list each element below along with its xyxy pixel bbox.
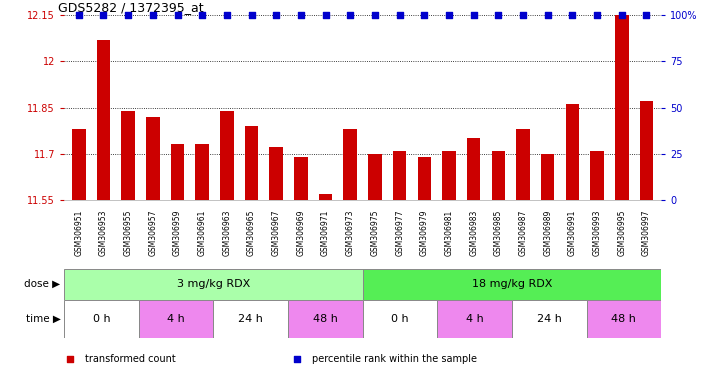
Bar: [319, 194, 332, 200]
Bar: [64, 300, 139, 338]
Bar: [640, 101, 653, 200]
Point: [567, 12, 578, 18]
Bar: [590, 151, 604, 200]
Point: [98, 12, 109, 18]
Point: [345, 12, 356, 18]
Bar: [363, 269, 661, 300]
Bar: [72, 129, 85, 200]
Point: [411, 166, 422, 172]
Point: [542, 12, 553, 18]
Point: [122, 12, 134, 18]
Text: 48 h: 48 h: [611, 314, 636, 324]
Point: [641, 12, 652, 18]
Point: [518, 12, 529, 18]
Bar: [139, 300, 213, 338]
Bar: [565, 104, 579, 200]
Bar: [491, 151, 505, 200]
Text: 48 h: 48 h: [313, 314, 338, 324]
Bar: [393, 151, 407, 200]
Point: [221, 12, 232, 18]
Point: [468, 12, 479, 18]
Text: 3 mg/kg RDX: 3 mg/kg RDX: [176, 279, 250, 289]
Point: [369, 12, 380, 18]
Point: [443, 12, 454, 18]
Bar: [615, 15, 629, 200]
Bar: [294, 157, 308, 200]
Point: [295, 12, 306, 18]
Bar: [220, 111, 234, 200]
Point: [616, 12, 627, 18]
Bar: [343, 129, 357, 200]
Bar: [288, 300, 363, 338]
Bar: [363, 300, 437, 338]
Text: 18 mg/kg RDX: 18 mg/kg RDX: [471, 279, 552, 289]
Bar: [512, 300, 587, 338]
Bar: [122, 111, 135, 200]
Text: 4 h: 4 h: [167, 314, 185, 324]
Text: 0 h: 0 h: [391, 314, 409, 324]
Bar: [213, 300, 288, 338]
Text: 24 h: 24 h: [537, 314, 562, 324]
Text: 24 h: 24 h: [238, 314, 263, 324]
Text: percentile rank within the sample: percentile rank within the sample: [312, 354, 477, 364]
Bar: [442, 151, 456, 200]
Bar: [587, 300, 661, 338]
Text: GDS5282 / 1372395_at: GDS5282 / 1372395_at: [58, 1, 203, 14]
Text: transformed count: transformed count: [85, 354, 176, 364]
Text: 4 h: 4 h: [466, 314, 483, 324]
Point: [320, 12, 331, 18]
Bar: [196, 144, 209, 200]
Bar: [437, 300, 512, 338]
Bar: [467, 138, 481, 200]
Bar: [245, 126, 258, 200]
Bar: [171, 144, 184, 200]
Bar: [368, 154, 382, 200]
Point: [172, 12, 183, 18]
Point: [147, 12, 159, 18]
Point: [419, 12, 430, 18]
Bar: [516, 129, 530, 200]
Point: [271, 12, 282, 18]
Bar: [269, 147, 283, 200]
Text: 0 h: 0 h: [92, 314, 110, 324]
Point: [394, 12, 405, 18]
Text: time ▶: time ▶: [26, 314, 60, 324]
Bar: [64, 269, 363, 300]
Text: dose ▶: dose ▶: [24, 279, 60, 289]
Bar: [97, 40, 110, 200]
Point: [592, 12, 603, 18]
Point: [196, 12, 208, 18]
Point: [73, 12, 85, 18]
Point: [246, 12, 257, 18]
Bar: [146, 117, 160, 200]
Bar: [541, 154, 555, 200]
Bar: [417, 157, 431, 200]
Point: [493, 12, 504, 18]
